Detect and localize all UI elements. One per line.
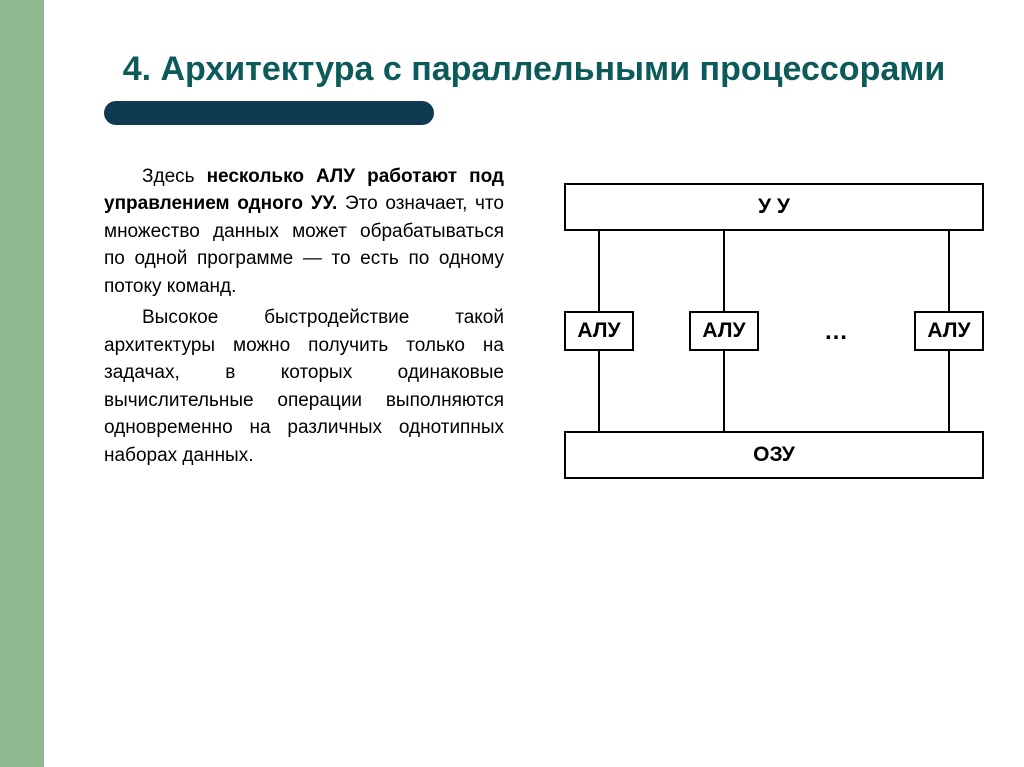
node-ellipsis: … xyxy=(824,318,848,346)
node-label: АЛУ xyxy=(702,319,745,343)
node-label: АЛУ xyxy=(927,319,970,343)
slide-title: 4. Архитектура с параллельными процессор… xyxy=(104,48,964,91)
text-column: Здесь несколько АЛУ работают под управле… xyxy=(104,163,504,474)
paragraph-1: Здесь несколько АЛУ работают под управле… xyxy=(104,163,504,301)
title-underline xyxy=(104,101,434,125)
node-label: У У xyxy=(758,195,790,219)
edge-top-alu2 xyxy=(723,231,725,311)
edge-top-alu3 xyxy=(948,231,950,311)
edge-alu1-bottom xyxy=(598,351,600,431)
node-alu-1: АЛУ xyxy=(564,311,634,351)
node-memory: ОЗУ xyxy=(564,431,984,479)
slide-columns: Здесь несколько АЛУ работают под управле… xyxy=(104,163,964,513)
edge-top-alu1 xyxy=(598,231,600,311)
paragraph-2: Высокое быстродействие такой архитектуры… xyxy=(104,304,504,469)
diagram: У У АЛУ АЛУ … АЛУ ОЗУ xyxy=(544,183,964,513)
node-label: ОЗУ xyxy=(753,443,795,467)
slide-content: 4. Архитектура с параллельными процессор… xyxy=(44,0,1024,767)
slide-sidebar-accent xyxy=(0,0,44,767)
edge-alu2-bottom xyxy=(723,351,725,431)
node-control-unit: У У xyxy=(564,183,984,231)
edge-alu3-bottom xyxy=(948,351,950,431)
node-alu-2: АЛУ xyxy=(689,311,759,351)
node-label: АЛУ xyxy=(577,319,620,343)
node-alu-n: АЛУ xyxy=(914,311,984,351)
